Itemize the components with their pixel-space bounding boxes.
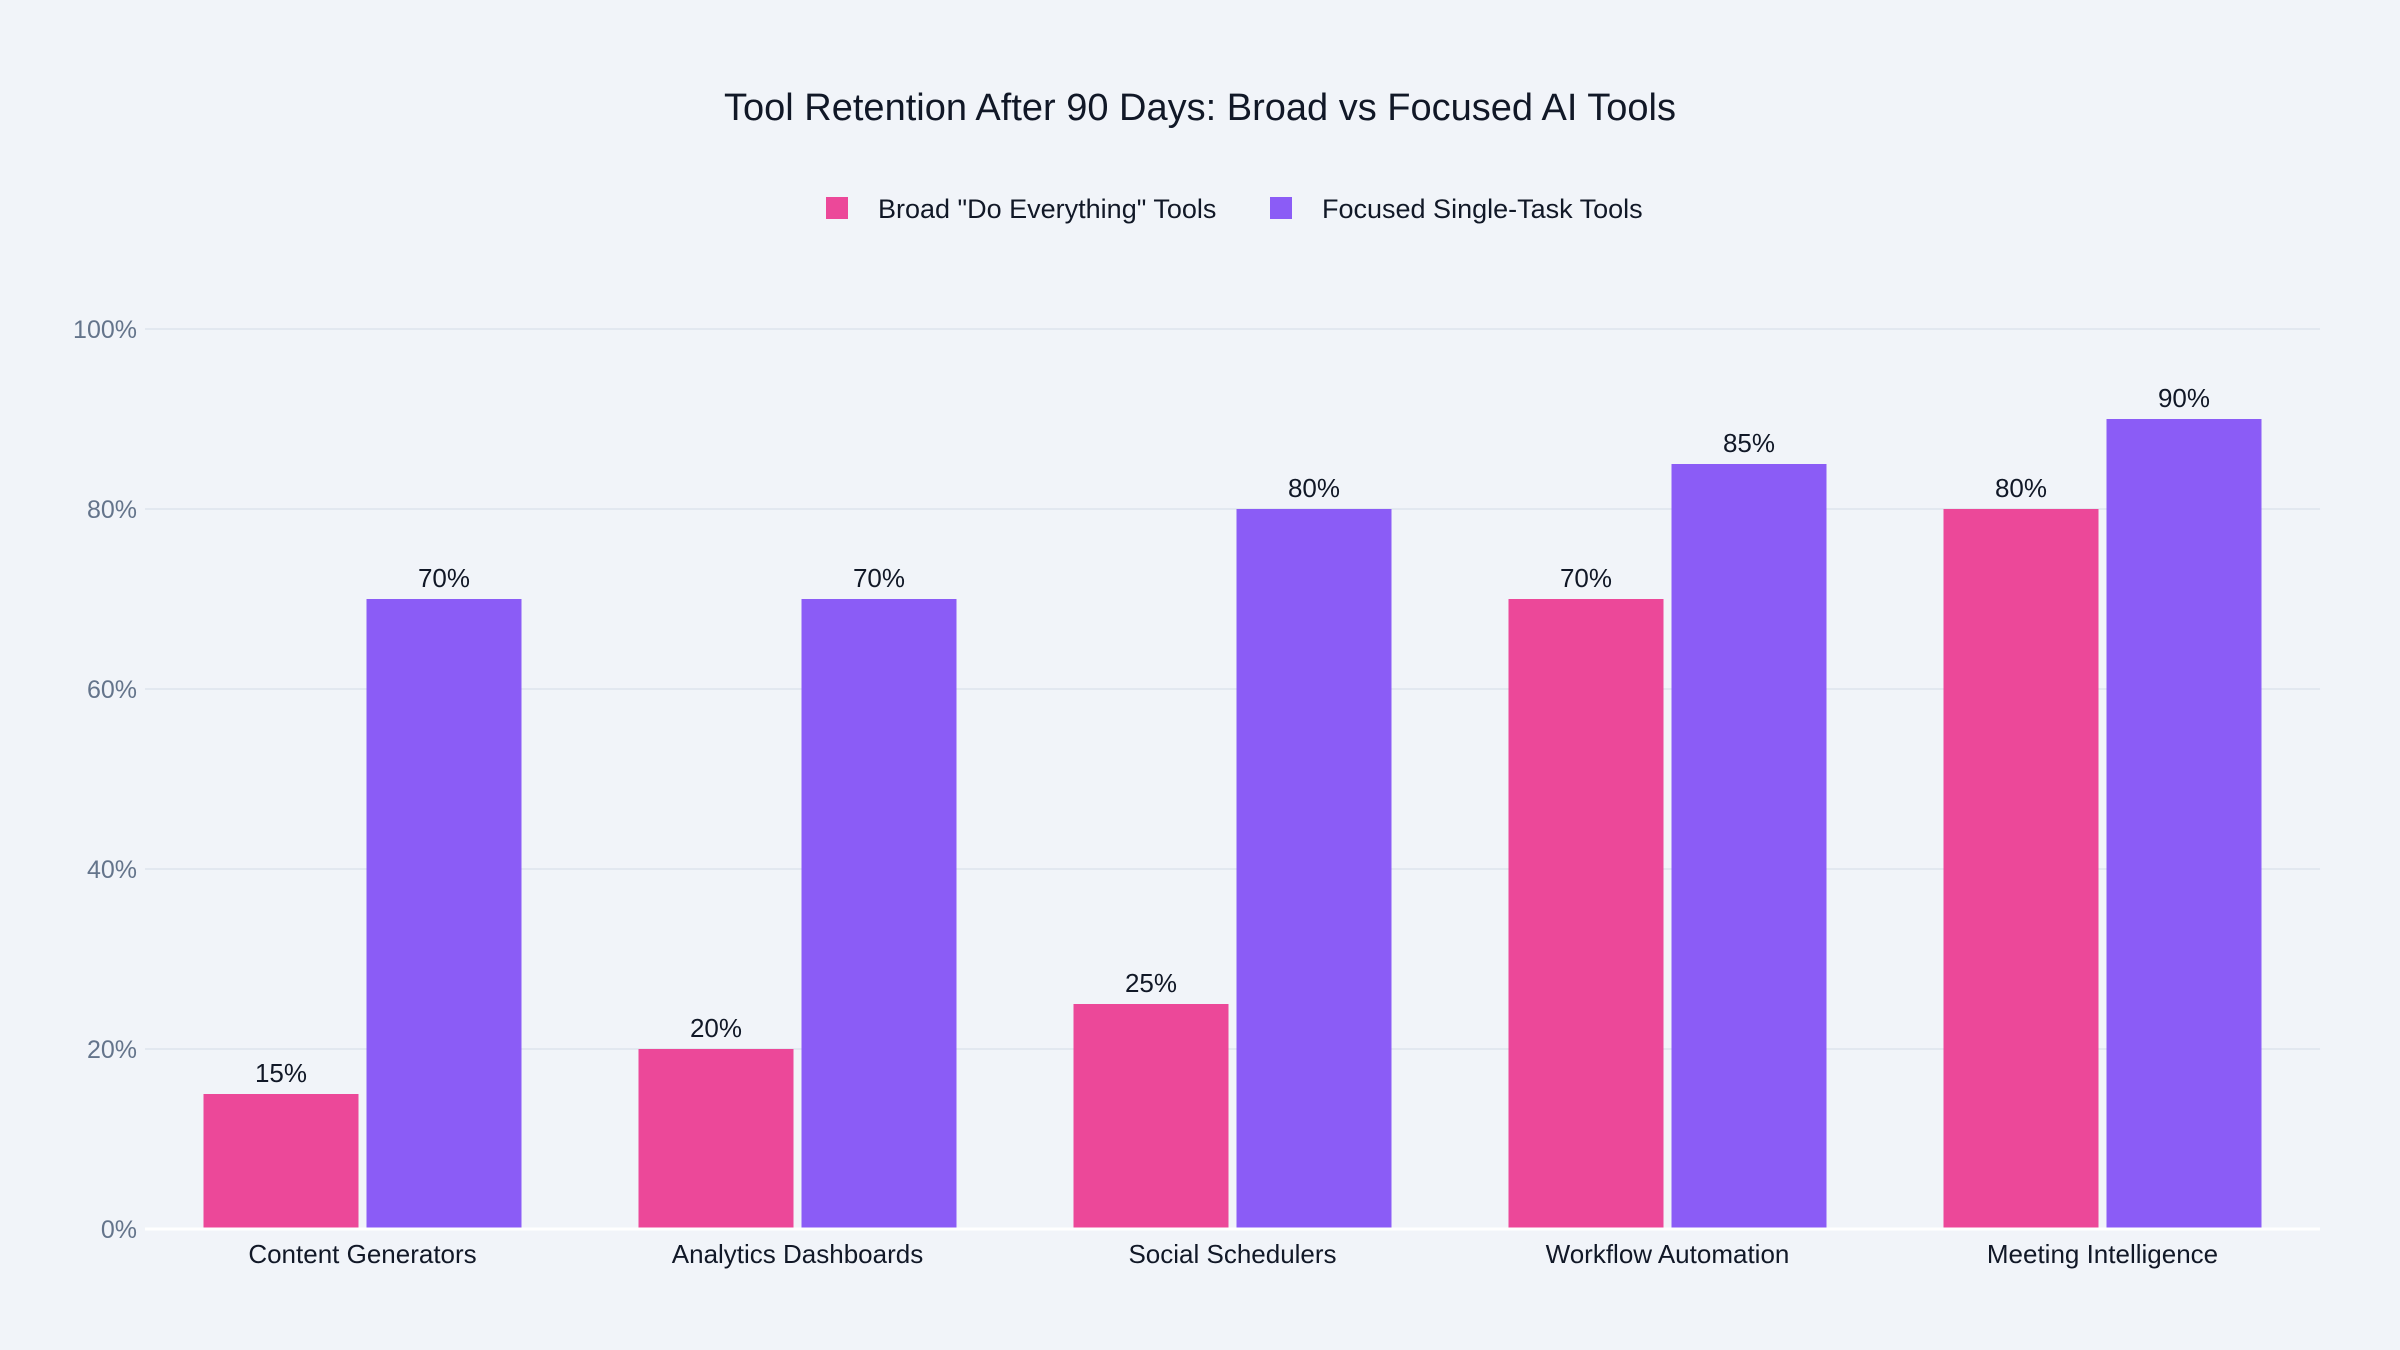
chart-title: Tool Retention After 90 Days: Broad vs F… bbox=[724, 87, 1676, 129]
data-label: 80% bbox=[1288, 473, 1340, 503]
data-label: 15% bbox=[255, 1058, 307, 1088]
x-tick-label: Workflow Automation bbox=[1546, 1239, 1790, 1269]
legend-swatch-focused bbox=[1270, 197, 1292, 219]
legend: Broad "Do Everything" Tools Focused Singl… bbox=[826, 194, 1643, 224]
data-label: 70% bbox=[853, 563, 905, 593]
data-label: 85% bbox=[1723, 428, 1775, 458]
y-tick-label: 60% bbox=[87, 676, 137, 704]
x-tick-label: Content Generators bbox=[248, 1239, 476, 1269]
legend-swatch-broad bbox=[826, 197, 848, 219]
bars: 15% 70% 20% 70% 25% 80% 70% 85% 80% 90% bbox=[203, 383, 2262, 1229]
y-tick-label: 20% bbox=[87, 1036, 137, 1064]
legend-label: Broad "Do Everything" Tools bbox=[878, 194, 1216, 224]
bar-focused bbox=[2106, 419, 2262, 1229]
data-label: 90% bbox=[2158, 383, 2210, 413]
x-axis: Content Generators Analytics Dashboards So… bbox=[145, 1227, 2320, 1269]
bar-broad bbox=[203, 1094, 359, 1229]
bar-focused bbox=[801, 599, 957, 1229]
data-label: 20% bbox=[690, 1013, 742, 1043]
bar-focused bbox=[366, 599, 522, 1229]
bar-focused bbox=[1671, 464, 1827, 1229]
y-tick-label: 80% bbox=[87, 496, 137, 524]
y-tick-label: 40% bbox=[87, 856, 137, 884]
x-tick-label: Meeting Intelligence bbox=[1987, 1239, 2218, 1269]
bar-broad bbox=[1943, 509, 2099, 1229]
bar-broad bbox=[1508, 599, 1664, 1229]
legend-label: Focused Single-Task Tools bbox=[1322, 194, 1643, 224]
x-tick-label: Social Schedulers bbox=[1128, 1239, 1336, 1269]
bar-focused bbox=[1236, 509, 1392, 1229]
bar-broad bbox=[1073, 1004, 1229, 1229]
data-label: 70% bbox=[418, 563, 470, 593]
data-label: 25% bbox=[1125, 968, 1177, 998]
bar-broad bbox=[638, 1049, 794, 1229]
x-tick-label: Analytics Dashboards bbox=[672, 1239, 923, 1269]
data-label: 80% bbox=[1995, 473, 2047, 503]
data-label: 70% bbox=[1560, 563, 1612, 593]
y-tick-label: 0% bbox=[101, 1216, 137, 1244]
y-tick-label: 100% bbox=[73, 316, 137, 344]
